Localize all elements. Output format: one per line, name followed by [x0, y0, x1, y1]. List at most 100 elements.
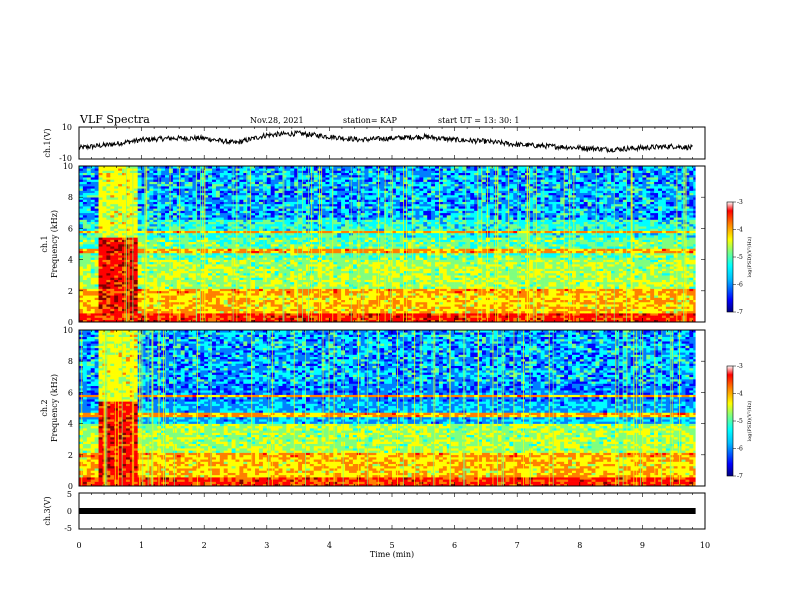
ch1-spectrogram-cell	[110, 255, 114, 258]
ch1-spectrogram-cell	[102, 269, 106, 272]
ch1-spectrogram-cell	[79, 197, 83, 200]
ch1-spectrogram-cell	[118, 215, 122, 218]
ch1-spectrogram-cell	[134, 297, 138, 300]
ch1-spectrogram-cell	[153, 197, 157, 200]
ch1-spectrogram-cell	[130, 297, 134, 300]
ch1-spectrogram-cell	[99, 295, 103, 298]
ch1-spectrogram-cell	[153, 206, 157, 209]
ch1-spectrogram-cell	[91, 231, 95, 234]
ch1-spectrogram-cell	[161, 253, 165, 256]
ch1-spectrogram-cell	[161, 231, 165, 234]
ch1-spectrogram-cell	[153, 284, 157, 287]
ch1-spectrogram-cell	[138, 313, 142, 316]
ch1-spectrogram-cell	[134, 193, 138, 196]
ch1-spectrogram-cell	[87, 233, 91, 236]
ch1-spectrogram-cell	[95, 302, 99, 305]
ch1-spectrogram-cell	[91, 204, 95, 207]
ch1-spectrogram-cell	[122, 235, 126, 238]
ch1-spectrogram-cell	[99, 182, 103, 185]
ch1-spectrogram-cell	[134, 188, 138, 191]
ch1-spectrogram-cell	[99, 237, 103, 240]
ch1-spectrogram-cell	[142, 302, 146, 305]
ch1-spectrogram-cell	[87, 297, 91, 300]
ch1-spectrogram-cell	[153, 306, 157, 309]
ch1-spectrogram-cell	[91, 282, 95, 285]
ch1-spectrogram-cell	[122, 182, 126, 185]
ch1-spectrogram-cell	[110, 257, 114, 260]
ch1-spectrogram-cell	[99, 257, 103, 260]
ch1-spectrogram-cell	[99, 262, 103, 265]
ch1-spectrogram-cell	[99, 211, 103, 214]
ch1-spectrogram-cell	[130, 173, 134, 176]
ch1-spectrogram-cell	[106, 251, 110, 254]
ch1-spectrogram-cell	[138, 318, 142, 321]
ch1-spectrogram-cell	[106, 266, 110, 269]
ch1-spectrogram-cell	[138, 237, 142, 240]
ch1-spectrogram-cell	[157, 315, 161, 318]
ch1-spectrogram-cell	[161, 202, 165, 205]
ch1-spectrogram-cell	[83, 311, 87, 314]
ch1-spectrogram-cell	[79, 262, 83, 265]
ch1-spectrogram-cell	[142, 215, 146, 218]
ch1-spectrogram-cell	[153, 293, 157, 296]
ch1-spectrogram-cell	[83, 222, 87, 225]
ch1-spectrogram-cell	[87, 215, 91, 218]
ch1-spectrogram-cell	[99, 228, 103, 231]
ch1-spectrogram-cell	[99, 251, 103, 254]
ch1-spectrogram-cell	[157, 251, 161, 254]
ch1-spectrogram-cell	[79, 295, 83, 298]
ch1-spectrogram-cell	[91, 280, 95, 283]
ch1-spectrogram-cell	[122, 266, 126, 269]
ch1-spectrogram-cell	[87, 240, 91, 243]
ch1-spectrogram-cell	[114, 318, 118, 321]
ch1-spectrogram-cell	[99, 311, 103, 314]
ch1-spectrogram-cell	[99, 175, 103, 178]
ch1-spectrogram-cell	[99, 191, 103, 194]
ch1-spectrogram-cell	[118, 289, 122, 292]
ch1-spectrogram-cell	[130, 224, 134, 227]
ch1-spectrogram-cell	[118, 257, 122, 260]
ch1-spectrogram-cell	[130, 202, 134, 205]
ch1-spectrogram-cell	[149, 182, 153, 185]
ch1-spectrogram-cell	[142, 304, 146, 307]
ch1-spectrogram-cell	[138, 286, 142, 289]
ch1-spectrogram-cell	[134, 262, 138, 265]
ch1-spectrogram-cell	[122, 215, 126, 218]
ch1-spectrogram-cell	[161, 266, 165, 269]
ch1-spectrogram-cell	[130, 295, 134, 298]
ch1-spectrogram-cell	[130, 204, 134, 207]
ch1-spectrogram-cell	[83, 202, 87, 205]
ch1-spectrogram-cell	[142, 228, 146, 231]
ch1-spectrogram-cell	[83, 173, 87, 176]
ch1-spectrogram-cell	[157, 202, 161, 205]
ch1-spectrogram-cell	[149, 280, 153, 283]
ch1-spectrogram-cell	[153, 193, 157, 196]
ch1-spectrogram-cell	[118, 206, 122, 209]
ch1-spectrogram-cell	[102, 222, 106, 225]
ch1-spectrogram-cell	[110, 253, 114, 256]
ch1-spectrogram-cell	[142, 175, 146, 178]
ch1-spectrogram-cell	[95, 175, 99, 178]
ch1-spectrogram-cell	[134, 213, 138, 216]
ch1-spectrogram-cell	[134, 177, 138, 180]
ch1-spectrogram-cell	[95, 204, 99, 207]
ch1-spectrogram-cell	[110, 237, 114, 240]
ch1-spectrogram-cell	[122, 204, 126, 207]
ch1-spectrogram-cell	[87, 197, 91, 200]
ch1-spectrogram-cell	[161, 193, 165, 196]
ch1-spectrogram-cell	[102, 228, 106, 231]
ch1-spectrogram-cell	[79, 269, 83, 272]
ch1-spectrogram-cell	[110, 306, 114, 309]
ch1-spectrogram-cell	[149, 300, 153, 303]
ch1-spectrogram-cell	[142, 197, 146, 200]
ch1-spectrogram-cell	[161, 248, 165, 251]
ch1-spectrogram-cell	[157, 197, 161, 200]
ch1-spectrogram-cell	[106, 295, 110, 298]
ch1-spectrogram-cell	[142, 277, 146, 280]
ch1-spectrogram-cell	[134, 191, 138, 194]
ch1-spectrogram-cell	[130, 248, 134, 251]
ch1-spectrogram-cell	[134, 170, 138, 173]
ch1-spectrogram-cell	[122, 318, 126, 321]
ch1-spectrogram-cell	[114, 309, 118, 312]
ch1-spectrogram-cell	[114, 228, 118, 231]
